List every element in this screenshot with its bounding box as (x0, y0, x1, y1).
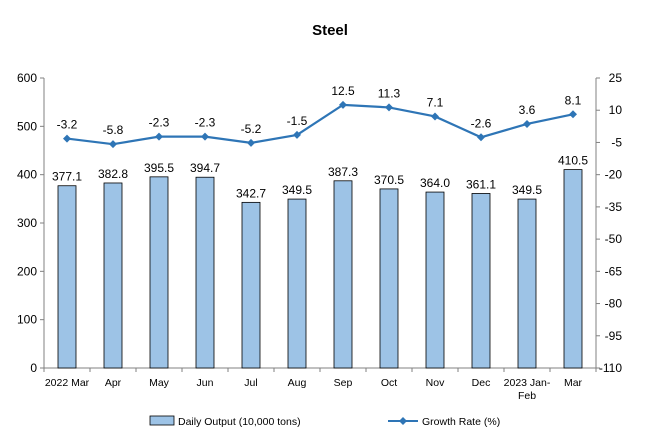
bar-value-label: 387.3 (328, 165, 358, 179)
growth-rate-label: -5.2 (241, 122, 262, 136)
left-tick-label: 200 (17, 264, 37, 278)
right-tick-label: -50 (605, 232, 623, 246)
bar (241, 201, 261, 369)
x-tick-label: Sep (334, 377, 353, 389)
right-tick-label: 25 (609, 71, 623, 85)
growth-rate-marker (431, 112, 439, 121)
bar (333, 180, 353, 369)
right-tick-label: -95 (605, 329, 623, 343)
bar-value-label: 342.7 (236, 186, 266, 200)
bar (57, 185, 77, 369)
legend-line-label: Growth Rate (%) (422, 416, 500, 428)
left-tick-label: 500 (17, 119, 37, 133)
bar (563, 169, 583, 369)
growth-rate-marker (339, 100, 347, 109)
bar-value-label: 349.5 (282, 183, 312, 197)
growth-rate-label: -2.3 (149, 116, 170, 130)
right-tick-label: -65 (605, 264, 623, 278)
bar-value-label: 370.5 (374, 173, 404, 187)
x-tick-label: Aug (288, 377, 307, 389)
growth-rate-label: -3.2 (57, 118, 78, 132)
growth-rate-marker (109, 140, 117, 149)
growth-rate-marker (523, 119, 531, 128)
left-tick-label: 300 (17, 216, 37, 230)
left-tick-label: 400 (17, 168, 37, 182)
bar (471, 193, 491, 369)
legend-line-marker (399, 417, 407, 425)
right-tick-label: -80 (605, 297, 623, 311)
growth-rate-label: -1.5 (287, 114, 308, 128)
x-tick-label: Dec (472, 377, 491, 389)
right-tick-label: -110 (599, 361, 622, 375)
bar (195, 176, 215, 369)
x-tick-label: May (149, 377, 170, 389)
x-tick-label: 2023 Jan- (504, 377, 551, 389)
bar-value-label: 382.8 (98, 167, 128, 181)
growth-rate-marker (201, 132, 209, 141)
growth-rate-label: -5.8 (103, 123, 124, 137)
bar (425, 191, 445, 369)
bar-value-label: 410.5 (558, 154, 588, 168)
growth-rate-marker (569, 110, 577, 119)
left-tick-label: 100 (17, 313, 37, 327)
growth-rate-label: -2.3 (195, 116, 216, 130)
bar-value-label: 394.7 (190, 161, 220, 175)
bar (149, 176, 169, 369)
bar (103, 182, 123, 369)
chart-title: Steel (312, 22, 348, 39)
x-tick-label: Jul (244, 377, 257, 389)
right-tick-label: -35 (605, 200, 623, 214)
growth-rate-label: 8.1 (565, 93, 582, 107)
bar-value-label: 364.0 (420, 176, 450, 190)
x-tick-label: Jun (197, 377, 214, 389)
x-tick-label: Mar (564, 377, 583, 389)
growth-rate-label: -2.6 (471, 116, 492, 130)
x-tick-label: Apr (105, 377, 122, 389)
left-tick-label: 0 (30, 361, 37, 375)
growth-rate-label: 12.5 (331, 84, 355, 98)
x-tick-label: Oct (381, 377, 397, 389)
growth-rate-marker (155, 132, 163, 141)
x-tick-label: Nov (426, 377, 445, 389)
growth-rate-label: 11.3 (378, 86, 401, 100)
bar (517, 198, 537, 369)
growth-rate-marker (385, 103, 393, 112)
bar (287, 198, 307, 369)
right-tick-label: 10 (609, 103, 623, 117)
growth-rate-line (66, 103, 574, 146)
x-tick-label: 2022 Mar (45, 377, 90, 389)
growth-rate-marker (247, 138, 255, 147)
growth-rate-marker (63, 134, 71, 143)
growth-rate-label: 3.6 (519, 103, 536, 117)
growth-rate-marker (293, 130, 301, 139)
legend-bar-swatch (149, 415, 175, 426)
legend-bar-label: Daily Output (10,000 tons) (178, 416, 301, 428)
bar-value-label: 361.1 (466, 177, 496, 191)
right-tick-label: -20 (605, 168, 623, 182)
x-tick-label: Feb (518, 390, 536, 402)
bar-value-label: 349.5 (512, 183, 542, 197)
bar-value-label: 377.1 (52, 170, 82, 184)
growth-rate-marker (477, 133, 485, 142)
bar (379, 188, 399, 369)
right-tick-label: -5 (611, 135, 622, 149)
growth-rate-label: 7.1 (427, 95, 444, 109)
left-tick-label: 600 (17, 71, 37, 85)
bar-value-label: 395.5 (144, 161, 174, 175)
